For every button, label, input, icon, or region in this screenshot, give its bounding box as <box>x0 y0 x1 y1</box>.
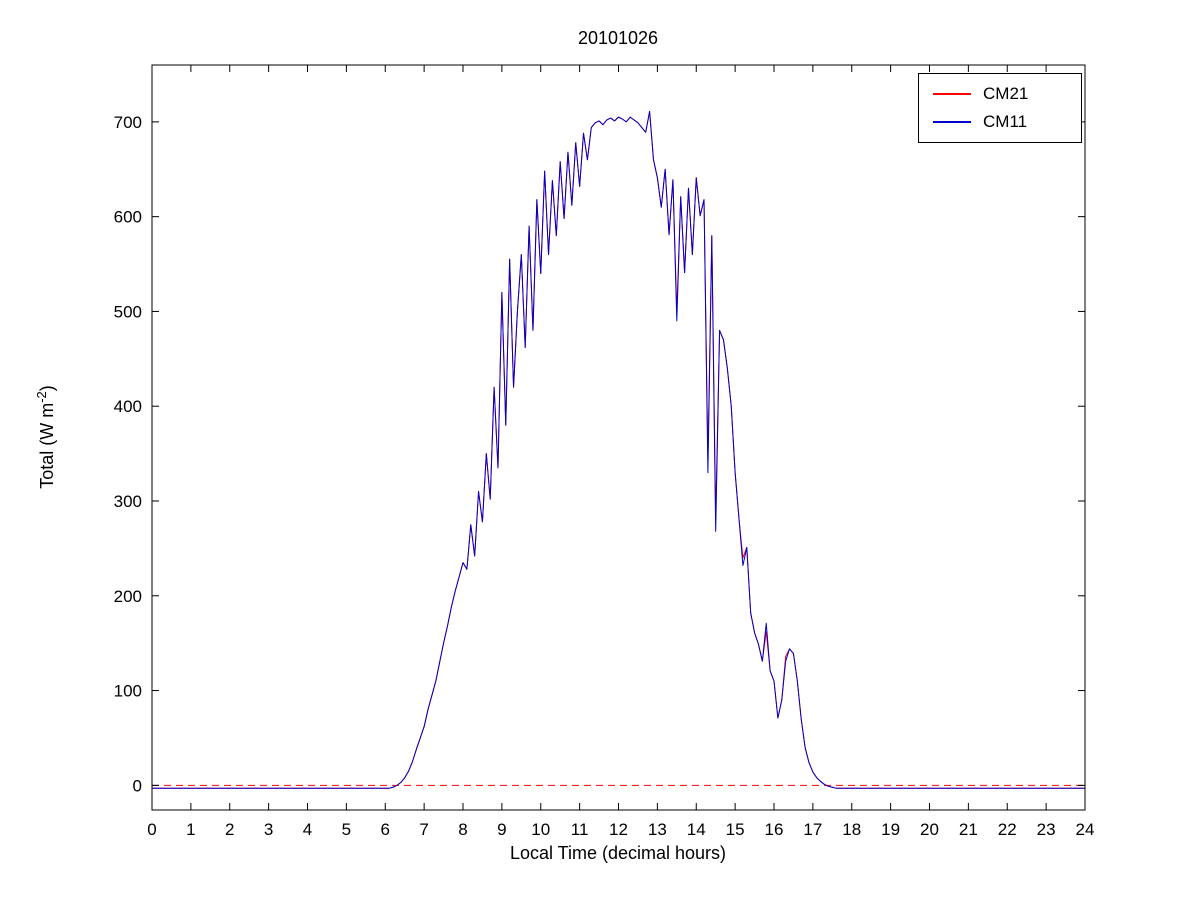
x-tick-label: 12 <box>609 820 628 839</box>
x-tick-label: 4 <box>303 820 312 839</box>
x-tick-label: 22 <box>998 820 1017 839</box>
x-tick-label: 21 <box>959 820 978 839</box>
x-tick-label: 23 <box>1037 820 1056 839</box>
axis-box <box>151 64 1086 811</box>
legend: CM21 CM11 <box>918 73 1082 143</box>
x-tick-label: 2 <box>225 820 234 839</box>
x-tick-label: 9 <box>497 820 506 839</box>
x-tick-label: 14 <box>687 820 706 839</box>
y-tick-label: 400 <box>114 397 142 416</box>
legend-label-cm21: CM21 <box>983 84 1029 103</box>
legend-label-cm11: CM11 <box>983 112 1028 131</box>
y-tick-label: 300 <box>114 492 142 511</box>
x-tick-label: 1 <box>186 820 195 839</box>
y-tick-label: 500 <box>114 302 142 321</box>
y-tick-label: 0 <box>133 776 142 795</box>
y-tick-label: 700 <box>114 113 142 132</box>
legend-entry-cm21: CM21 <box>919 80 1081 108</box>
x-tick-label: 16 <box>765 820 784 839</box>
x-axis-label: Local Time (decimal hours) <box>509 843 727 863</box>
series-line-cm11 <box>152 110 1085 789</box>
y-tick-label: 100 <box>114 682 142 701</box>
x-tick-label: 13 <box>648 820 667 839</box>
y-tick-label: 600 <box>114 208 142 227</box>
x-tick-label: 20 <box>920 820 939 839</box>
x-tick-label: 19 <box>881 820 900 839</box>
legend-line-cm11 <box>933 121 971 123</box>
y-tick-label: 200 <box>114 587 142 606</box>
series-line-cm21 <box>152 110 1085 789</box>
chart-title: 20101026 <box>577 28 659 48</box>
legend-line-cm21 <box>933 93 971 95</box>
x-tick-label: 8 <box>458 820 467 839</box>
x-tick-label: 7 <box>419 820 428 839</box>
x-tick-label: 24 <box>1076 820 1095 839</box>
x-tick-label: 5 <box>342 820 351 839</box>
x-tick-label: 18 <box>842 820 861 839</box>
legend-entry-cm11: CM11 <box>919 108 1081 136</box>
x-tick-label: 11 <box>571 820 589 839</box>
x-tick-label: 6 <box>381 820 390 839</box>
x-tick-label: 17 <box>803 820 822 839</box>
x-tick-label: 3 <box>264 820 273 839</box>
x-tick-label: 0 <box>147 820 156 839</box>
x-tick-label: 15 <box>726 820 745 839</box>
x-tick-label: 10 <box>531 820 550 839</box>
